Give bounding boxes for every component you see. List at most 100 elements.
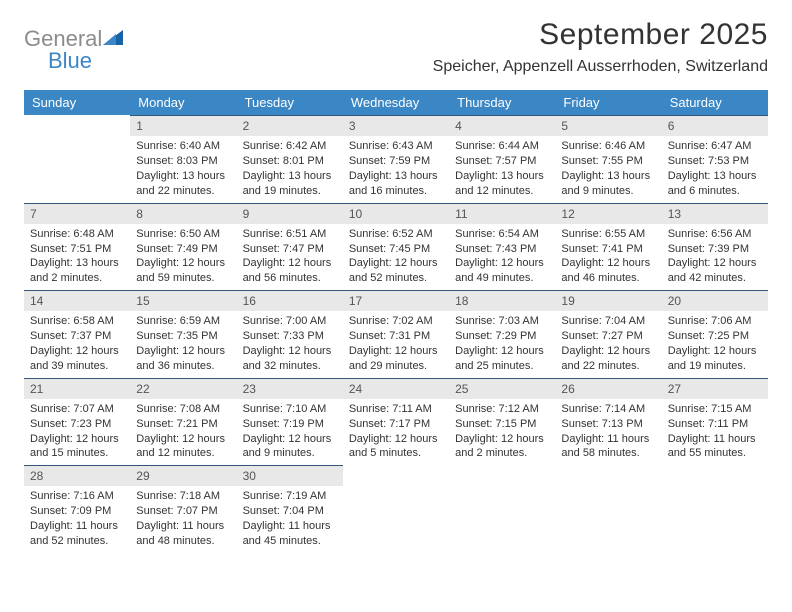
day-dl2: and 39 minutes. — [30, 359, 124, 374]
day-dl2: and 55 minutes. — [668, 446, 762, 461]
day-details: Sunrise: 6:46 AMSunset: 7:55 PMDaylight:… — [555, 136, 661, 202]
day-sunset: Sunset: 7:23 PM — [30, 417, 124, 432]
calendar-day-cell: 3Sunrise: 6:43 AMSunset: 7:59 PMDaylight… — [343, 115, 449, 203]
day-dl2: and 9 minutes. — [561, 184, 655, 199]
day-dl2: and 42 minutes. — [668, 271, 762, 286]
day-number: 22 — [130, 378, 236, 399]
day-details: Sunrise: 6:43 AMSunset: 7:59 PMDaylight:… — [343, 136, 449, 202]
calendar-day-cell: 17Sunrise: 7:02 AMSunset: 7:31 PMDayligh… — [343, 290, 449, 378]
day-details: Sunrise: 6:44 AMSunset: 7:57 PMDaylight:… — [449, 136, 555, 202]
day-details: Sunrise: 7:11 AMSunset: 7:17 PMDaylight:… — [343, 399, 449, 465]
calendar-week-row: 1Sunrise: 6:40 AMSunset: 8:03 PMDaylight… — [24, 115, 768, 203]
calendar-day-cell: 30Sunrise: 7:19 AMSunset: 7:04 PMDayligh… — [237, 465, 343, 553]
day-sunset: Sunset: 7:19 PM — [243, 417, 337, 432]
day-dl2: and 36 minutes. — [136, 359, 230, 374]
day-sunset: Sunset: 7:37 PM — [30, 329, 124, 344]
weekday-heading: Friday — [555, 90, 661, 115]
day-sunrise: Sunrise: 7:19 AM — [243, 489, 337, 504]
day-dl1: Daylight: 12 hours — [561, 256, 655, 271]
day-dl1: Daylight: 13 hours — [30, 256, 124, 271]
day-details: Sunrise: 7:14 AMSunset: 7:13 PMDaylight:… — [555, 399, 661, 465]
day-sunrise: Sunrise: 6:46 AM — [561, 139, 655, 154]
day-sunset: Sunset: 7:25 PM — [668, 329, 762, 344]
day-sunset: Sunset: 7:51 PM — [30, 242, 124, 257]
day-sunset: Sunset: 7:39 PM — [668, 242, 762, 257]
day-sunrise: Sunrise: 7:14 AM — [561, 402, 655, 417]
day-sunrise: Sunrise: 7:08 AM — [136, 402, 230, 417]
calendar-day-cell: 24Sunrise: 7:11 AMSunset: 7:17 PMDayligh… — [343, 378, 449, 466]
day-details: Sunrise: 6:59 AMSunset: 7:35 PMDaylight:… — [130, 311, 236, 377]
day-details: Sunrise: 7:08 AMSunset: 7:21 PMDaylight:… — [130, 399, 236, 465]
day-dl2: and 29 minutes. — [349, 359, 443, 374]
calendar-day-cell: 11Sunrise: 6:54 AMSunset: 7:43 PMDayligh… — [449, 203, 555, 291]
day-sunrise: Sunrise: 6:56 AM — [668, 227, 762, 242]
calendar-table: Sunday Monday Tuesday Wednesday Thursday… — [24, 90, 768, 553]
day-dl2: and 22 minutes. — [136, 184, 230, 199]
day-sunrise: Sunrise: 6:43 AM — [349, 139, 443, 154]
day-dl2: and 16 minutes. — [349, 184, 443, 199]
day-dl2: and 48 minutes. — [136, 534, 230, 549]
day-sunset: Sunset: 7:21 PM — [136, 417, 230, 432]
day-number: 8 — [130, 203, 236, 224]
weekday-heading: Saturday — [662, 90, 768, 115]
day-dl1: Daylight: 11 hours — [243, 519, 337, 534]
day-dl2: and 12 minutes. — [455, 184, 549, 199]
day-details: Sunrise: 7:00 AMSunset: 7:33 PMDaylight:… — [237, 311, 343, 377]
day-dl1: Daylight: 12 hours — [136, 344, 230, 359]
day-details: Sunrise: 7:04 AMSunset: 7:27 PMDaylight:… — [555, 311, 661, 377]
calendar-day-cell: 1Sunrise: 6:40 AMSunset: 8:03 PMDaylight… — [130, 115, 236, 203]
day-number: 16 — [237, 290, 343, 311]
day-dl1: Daylight: 12 hours — [455, 432, 549, 447]
calendar-day-cell: 28Sunrise: 7:16 AMSunset: 7:09 PMDayligh… — [24, 465, 130, 553]
calendar-day-cell — [449, 465, 555, 553]
header: General Blue September 2025 Speicher, Ap… — [24, 18, 768, 76]
day-sunrise: Sunrise: 6:48 AM — [30, 227, 124, 242]
calendar-day-cell — [24, 115, 130, 203]
calendar-day-cell: 29Sunrise: 7:18 AMSunset: 7:07 PMDayligh… — [130, 465, 236, 553]
day-number: 25 — [449, 378, 555, 399]
day-details: Sunrise: 7:02 AMSunset: 7:31 PMDaylight:… — [343, 311, 449, 377]
weekday-heading: Wednesday — [343, 90, 449, 115]
day-details: Sunrise: 6:52 AMSunset: 7:45 PMDaylight:… — [343, 224, 449, 290]
day-sunset: Sunset: 7:31 PM — [349, 329, 443, 344]
calendar-day-cell: 25Sunrise: 7:12 AMSunset: 7:15 PMDayligh… — [449, 378, 555, 466]
day-details: Sunrise: 6:50 AMSunset: 7:49 PMDaylight:… — [130, 224, 236, 290]
day-dl1: Daylight: 13 hours — [349, 169, 443, 184]
day-number: 27 — [662, 378, 768, 399]
day-dl1: Daylight: 13 hours — [455, 169, 549, 184]
day-dl2: and 2 minutes. — [455, 446, 549, 461]
calendar-day-cell: 20Sunrise: 7:06 AMSunset: 7:25 PMDayligh… — [662, 290, 768, 378]
day-details: Sunrise: 6:56 AMSunset: 7:39 PMDaylight:… — [662, 224, 768, 290]
logo: General Blue — [24, 18, 124, 74]
day-sunrise: Sunrise: 7:04 AM — [561, 314, 655, 329]
day-number: 14 — [24, 290, 130, 311]
day-dl2: and 56 minutes. — [243, 271, 337, 286]
day-details: Sunrise: 7:03 AMSunset: 7:29 PMDaylight:… — [449, 311, 555, 377]
day-sunrise: Sunrise: 7:18 AM — [136, 489, 230, 504]
day-dl2: and 6 minutes. — [668, 184, 762, 199]
day-number: 6 — [662, 115, 768, 136]
day-sunset: Sunset: 8:03 PM — [136, 154, 230, 169]
day-sunrise: Sunrise: 6:47 AM — [668, 139, 762, 154]
day-sunrise: Sunrise: 7:15 AM — [668, 402, 762, 417]
day-dl2: and 15 minutes. — [30, 446, 124, 461]
calendar-day-cell: 10Sunrise: 6:52 AMSunset: 7:45 PMDayligh… — [343, 203, 449, 291]
day-dl1: Daylight: 12 hours — [136, 256, 230, 271]
calendar-day-cell: 26Sunrise: 7:14 AMSunset: 7:13 PMDayligh… — [555, 378, 661, 466]
day-dl1: Daylight: 11 hours — [136, 519, 230, 534]
day-details: Sunrise: 6:48 AMSunset: 7:51 PMDaylight:… — [24, 224, 130, 290]
day-number: 19 — [555, 290, 661, 311]
calendar-day-cell: 6Sunrise: 6:47 AMSunset: 7:53 PMDaylight… — [662, 115, 768, 203]
day-number: 9 — [237, 203, 343, 224]
weekday-heading: Sunday — [24, 90, 130, 115]
day-dl2: and 12 minutes. — [136, 446, 230, 461]
day-dl1: Daylight: 12 hours — [668, 344, 762, 359]
day-dl2: and 52 minutes. — [349, 271, 443, 286]
day-number: 30 — [237, 465, 343, 486]
day-details: Sunrise: 6:51 AMSunset: 7:47 PMDaylight:… — [237, 224, 343, 290]
weekday-heading: Tuesday — [237, 90, 343, 115]
day-sunrise: Sunrise: 6:51 AM — [243, 227, 337, 242]
day-details: Sunrise: 7:15 AMSunset: 7:11 PMDaylight:… — [662, 399, 768, 465]
day-number: 24 — [343, 378, 449, 399]
day-details: Sunrise: 7:19 AMSunset: 7:04 PMDaylight:… — [237, 486, 343, 552]
